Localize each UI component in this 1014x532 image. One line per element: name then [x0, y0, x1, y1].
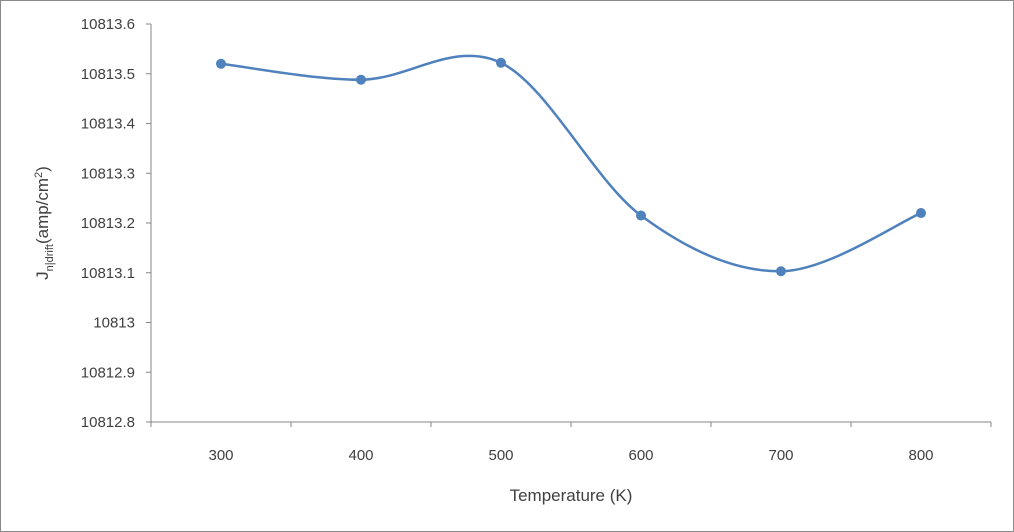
- y-tick-label: 10813.3: [81, 165, 135, 182]
- y-tick-label: 10812.9: [81, 364, 135, 381]
- x-tick-label: 800: [908, 447, 933, 464]
- y-tick-label: 10813.5: [81, 66, 135, 83]
- data-point: [636, 210, 646, 221]
- y-tick-label: 10813.4: [81, 116, 135, 133]
- data-point: [776, 266, 786, 277]
- data-point: [496, 57, 506, 68]
- x-tick-label: 600: [628, 447, 653, 464]
- x-tick-label: 300: [208, 447, 233, 464]
- y-axis-ticks: 10812.8 10812.9 10813 10813.1 10813.2 10813.3…: [81, 16, 151, 431]
- y-axis-title-unit-prefix: (amp/cm: [33, 178, 52, 244]
- y-tick-label: 10813: [93, 315, 135, 332]
- y-tick-label: 10812.8: [81, 414, 135, 431]
- x-tick-label: 700: [768, 447, 793, 464]
- series-line: [220, 54, 922, 273]
- data-points: [216, 57, 926, 277]
- y-tick-label: 10813.2: [81, 215, 135, 232]
- y-tick-label: 10813.6: [81, 16, 135, 33]
- y-axis-title-subscript: n|drift: [44, 244, 56, 271]
- data-point: [916, 208, 926, 219]
- x-axis-title: Temperature (K): [510, 486, 633, 505]
- axes: [150, 24, 991, 423]
- data-point: [216, 58, 226, 69]
- x-axis-ticks: 300 400 500 600 700 800: [150, 422, 992, 464]
- y-axis-title-main: J: [33, 271, 52, 280]
- y-axis-title-superscript: 2: [33, 172, 45, 178]
- data-point: [356, 74, 366, 85]
- x-tick-label: 400: [348, 447, 373, 464]
- y-axis-title-unit-suffix: ): [33, 166, 52, 172]
- y-axis-title: Jn|drift(amp/cm2): [33, 166, 56, 280]
- y-tick-label: 10813.1: [81, 265, 135, 282]
- x-tick-label: 500: [488, 447, 513, 464]
